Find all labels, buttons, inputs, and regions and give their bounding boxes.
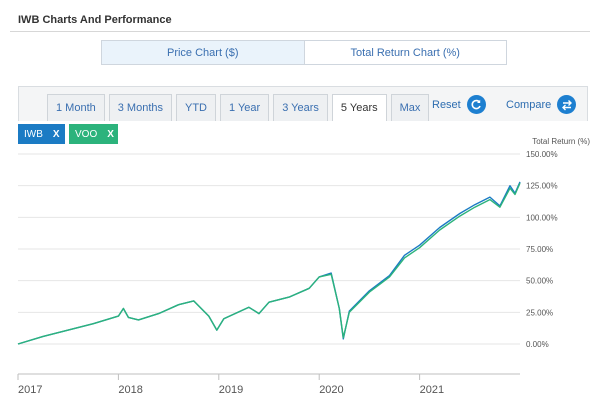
compare-button[interactable]: Compare [506, 95, 577, 114]
series-line-voo [17, 182, 521, 345]
ticker-chips: IWB X VOO X [18, 124, 118, 144]
range-bar: 1 Month 3 Months YTD 1 Year 3 Years 5 Ye… [18, 86, 588, 121]
series-line-iwb [17, 181, 521, 345]
range-tab-5-years[interactable]: 5 Years [331, 94, 387, 121]
range-tab-1-month[interactable]: 1 Month [47, 94, 105, 121]
y-tick-label: 25.00% [526, 308, 553, 317]
range-tab-3-years[interactable]: 3 Years [273, 94, 328, 121]
y-tick-label: 125.00% [526, 182, 558, 191]
y-axis-ticks: 150.00% 125.00% 100.00% 75.00% 50.00% 25.00% 0… [526, 150, 558, 349]
x-tick-label: 2017 [18, 384, 42, 396]
y-tick-label: 150.00% [526, 150, 558, 159]
ticker-chip-voo: VOO X [69, 124, 118, 144]
y-tick-label: 75.00% [526, 245, 553, 254]
ticker-symbol: IWB [24, 128, 43, 140]
grid-lines [18, 153, 520, 345]
range-tabs: 1 Month 3 Months YTD 1 Year 3 Years 5 Ye… [47, 94, 430, 121]
remove-iwb-button[interactable]: X [52, 128, 60, 140]
range-tab-1-year[interactable]: 1 Year [220, 94, 270, 121]
reset-label: Reset [432, 98, 461, 111]
panel-title: IWB Charts And Performance [18, 14, 172, 26]
refresh-icon [466, 95, 486, 114]
y-axis-label: Total Return (%) [532, 137, 590, 146]
price-chart-button[interactable]: Price Chart ($) [102, 41, 305, 64]
reset-button[interactable]: Reset [432, 95, 486, 114]
y-tick-label: 50.00% [526, 277, 553, 286]
chart-type-toggle: Price Chart ($) Total Return Chart (%) [101, 40, 507, 65]
x-tick-label: 2019 [219, 384, 243, 396]
x-tick-label: 2021 [420, 384, 444, 396]
title-divider [10, 31, 590, 32]
remove-voo-button[interactable]: X [107, 128, 114, 140]
ticker-chip-iwb: IWB X [18, 124, 65, 144]
series-lines [17, 181, 521, 345]
x-axis: 2017 2018 2019 2020 2021 [17, 373, 520, 396]
range-tab-max[interactable]: Max [390, 94, 430, 121]
compare-label: Compare [506, 98, 552, 111]
range-tab-ytd[interactable]: YTD [176, 94, 216, 121]
total-return-chart-button[interactable]: Total Return Chart (%) [304, 41, 506, 64]
ticker-symbol: VOO [75, 128, 98, 140]
y-tick-label: 0.00% [526, 340, 549, 349]
x-tick-label: 2018 [118, 384, 142, 396]
swap-arrows-icon [557, 95, 577, 114]
range-tab-3-months[interactable]: 3 Months [108, 94, 172, 121]
x-tick-label: 2020 [319, 384, 343, 396]
y-tick-label: 100.00% [526, 213, 558, 222]
